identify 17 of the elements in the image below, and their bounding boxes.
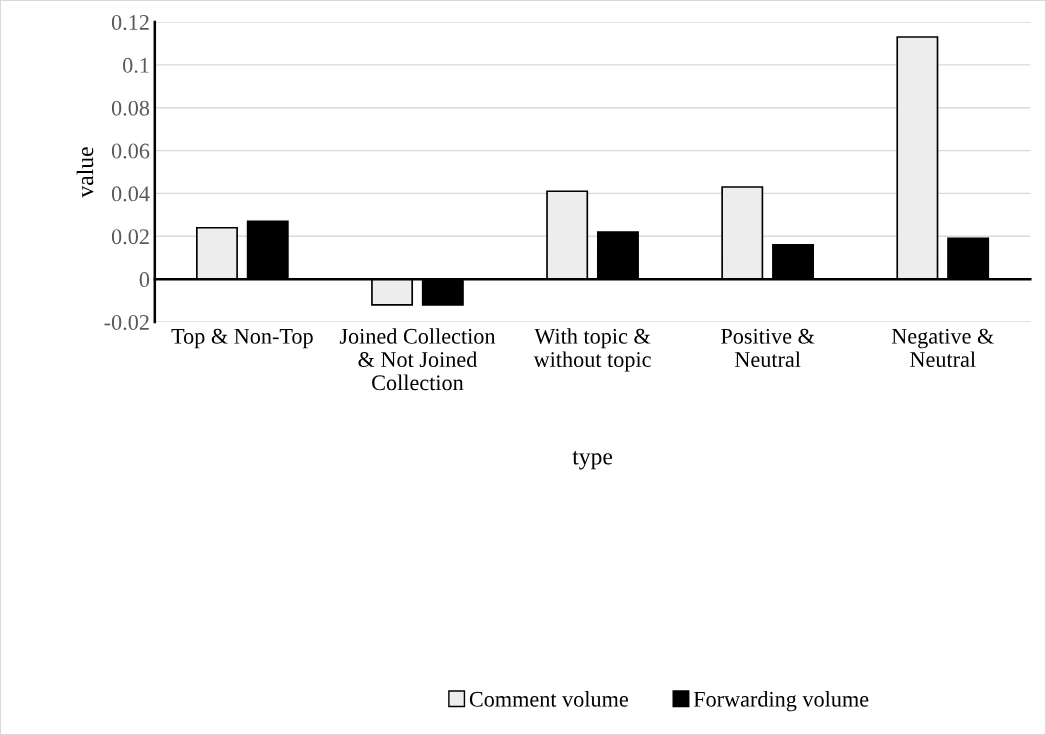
y-tick-label: 0.12 <box>111 14 149 31</box>
y-tick-label: 0.06 <box>111 143 150 159</box>
y-tick-label: -0.02 <box>104 314 149 331</box>
y-axis-title: value <box>76 147 94 198</box>
x-tick-label: Joined Collection & Not Joined Collection <box>339 328 496 391</box>
legend-label: Forwarding volume <box>693 691 869 712</box>
y-tick-label: 0 <box>139 272 150 288</box>
legend-label: Comment volume <box>469 691 628 707</box>
y-tick-label: 0.02 <box>111 229 149 245</box>
y-tick-label: 0.1 <box>123 57 149 73</box>
y-tick-label: 0.04 <box>111 186 150 202</box>
y-tick-label: 0.08 <box>111 100 150 116</box>
x-tick-label: With topic & without topic <box>533 328 651 372</box>
x-tick-label: Positive & Neutral <box>721 328 815 368</box>
x-tick-label: Top & Non-Top <box>171 328 313 349</box>
x-tick-label: Negative & Neutral <box>891 328 994 368</box>
x-axis-title: type <box>572 451 613 470</box>
